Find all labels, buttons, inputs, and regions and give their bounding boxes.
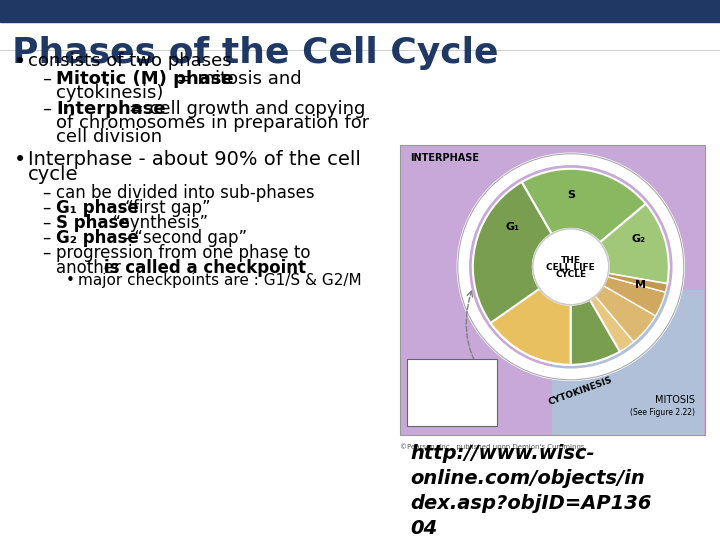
Text: progression from one phase to: progression from one phase to [56,244,310,262]
Wedge shape [490,288,571,365]
Text: is called a checkpoint: is called a checkpoint [104,259,306,277]
Text: S phase: S phase [56,214,130,232]
Wedge shape [603,276,665,316]
Text: –: – [42,199,50,217]
Text: another: another [56,259,126,277]
Bar [0,0,720,22]
Text: cycle: cycle [28,165,78,184]
Wedge shape [473,182,571,365]
Text: –: – [42,70,51,88]
Text: can be divided into sub-phases: can be divided into sub-phases [56,184,315,202]
Text: •: • [66,273,75,288]
Text: MITOSIS: MITOSIS [655,395,695,405]
Text: (See Figure 2.22): (See Figure 2.22) [630,408,695,417]
Wedge shape [608,273,667,292]
Text: G₂ phase: G₂ phase [56,229,139,247]
Text: consists of two phases: consists of two phases [28,52,232,70]
FancyBboxPatch shape [407,359,497,426]
Text: Interphase: Interphase [56,100,166,118]
Text: INTERPHASE: INTERPHASE [410,153,479,163]
Text: G₂: G₂ [632,234,646,244]
Text: –: – [42,100,51,118]
Text: S: S [567,190,575,200]
Text: ©Pearson, Inc., published upon Demion's Cummings: ©Pearson, Inc., published upon Demion's … [400,443,585,450]
Text: Phases of the Cell Cycle: Phases of the Cell Cycle [12,36,498,70]
Text: “synthesis”: “synthesis” [102,214,208,232]
Text: major checkpoints are : G1/S & G2/M: major checkpoints are : G1/S & G2/M [78,273,361,288]
Wedge shape [595,286,656,342]
Text: cell division: cell division [56,128,162,146]
Wedge shape [571,300,620,365]
Text: G₁: G₁ [505,222,520,232]
Bar [552,290,704,435]
Text: •: • [14,150,26,170]
Text: -“first gap”: -“first gap” [114,199,211,217]
Text: cell functions: cell functions [426,398,477,407]
Text: M: M [635,280,647,290]
Text: G₁ phase: G₁ phase [56,199,139,217]
Text: Indefinite period: Indefinite period [420,364,484,373]
Bar [400,145,705,435]
Text: cytokinesis): cytokinesis) [56,84,163,102]
Text: Mitotic (M) phase: Mitotic (M) phase [56,70,233,88]
Text: = mitosis and: = mitosis and [171,70,302,88]
Text: CYTOKINESIS: CYTOKINESIS [547,375,614,407]
Text: Interphase - about 90% of the cell: Interphase - about 90% of the cell [28,150,361,169]
Text: –: – [42,229,50,247]
Circle shape [533,229,609,305]
Text: –: – [42,244,50,262]
Text: of chromosomes in preparation for: of chromosomes in preparation for [56,114,369,132]
Text: THE: THE [561,256,581,265]
Text: = cell growth and copying: = cell growth and copying [123,100,365,118]
Wedge shape [571,296,634,365]
Text: •: • [14,52,26,72]
Text: CYCLE: CYCLE [555,271,586,279]
Text: - “second gap”: - “second gap” [118,229,247,247]
Wedge shape [600,204,669,284]
Text: –: – [42,214,50,232]
Text: –: – [42,184,50,202]
Text: G₀: G₀ [445,376,459,386]
Text: Specialized: Specialized [431,388,474,397]
Text: CELL LIFE: CELL LIFE [546,264,595,272]
Wedge shape [522,169,646,242]
Text: http://www.wisc-
online.com/objects/in
dex.asp?objID=AP136
04: http://www.wisc- online.com/objects/in d… [410,444,652,538]
